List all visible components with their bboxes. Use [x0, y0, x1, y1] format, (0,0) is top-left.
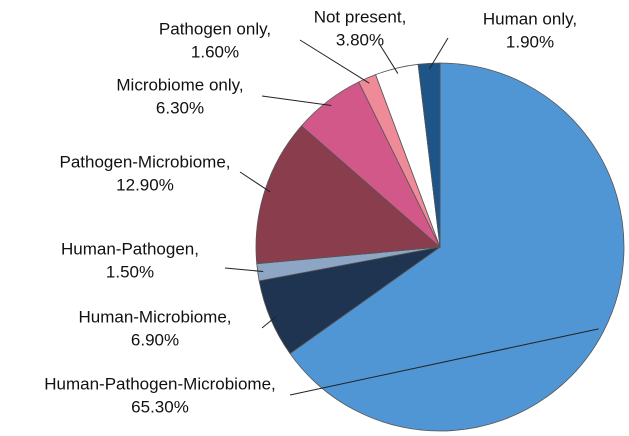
- slice-label: Pathogen-Microbiome,: [59, 152, 230, 171]
- slice-value-label: 12.90%: [116, 175, 174, 194]
- leader-line: [261, 95, 332, 106]
- slice-value-label: 65.30%: [131, 397, 189, 416]
- slice-label: Not present,: [314, 7, 407, 26]
- leader-line: [224, 267, 264, 273]
- slice-label: Human-Microbiome,: [78, 307, 231, 326]
- slice-value-label: 3.80%: [336, 30, 384, 49]
- leader-line: [379, 44, 399, 74]
- slice-value-label: 6.90%: [131, 330, 179, 349]
- slice-value-label: 1.50%: [106, 262, 154, 281]
- slice-value-label: 6.30%: [156, 98, 204, 117]
- slice-value-label: 1.60%: [191, 42, 239, 61]
- slice-label: Human-Pathogen,: [61, 239, 199, 258]
- pie-slice: [255, 125, 441, 265]
- slice-value-label: 1.90%: [506, 32, 554, 51]
- leader-line: [239, 171, 271, 193]
- pie-slice: [289, 62, 625, 432]
- slice-label: Human only,: [483, 9, 577, 28]
- leader-line: [261, 316, 277, 329]
- pie-slice: [417, 62, 441, 248]
- leader-line: [299, 39, 370, 84]
- leader-line: [428, 37, 449, 70]
- leader-line: [289, 328, 599, 396]
- slice-label: Microbiome only,: [116, 75, 243, 94]
- slice-label: Human-Pathogen-Microbiome,: [44, 374, 276, 393]
- slice-label: Pathogen only,: [159, 19, 271, 38]
